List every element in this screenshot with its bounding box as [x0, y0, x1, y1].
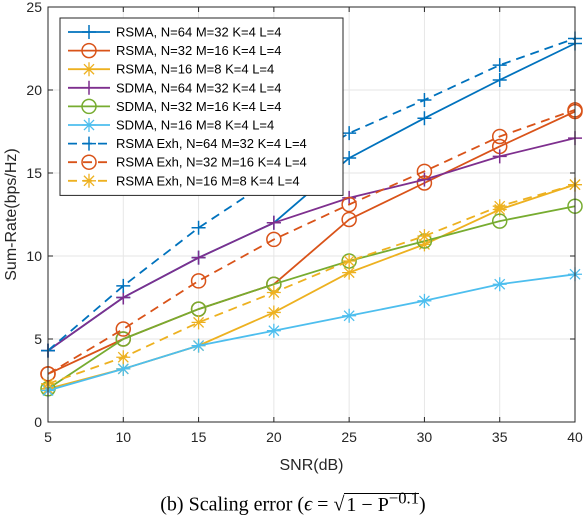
legend-label: RSMA Exh, N=32 M=16 K=4 L=4: [116, 155, 307, 170]
data-point-circle: [416, 163, 433, 180]
data-point-asterisk: [82, 173, 96, 188]
data-point-circle: [115, 331, 132, 347]
data-point-asterisk: [82, 118, 96, 132]
data-point-circle: [81, 42, 97, 59]
data-point-plus: [82, 136, 96, 151]
legend-entry: SDMA, N=64 M=32 K=4 L=4: [68, 80, 281, 95]
y-tick-label: 20: [26, 82, 42, 98]
caption-radicand-group: 1 − P−0.1: [344, 488, 420, 516]
legend-entry: RSMA Exh, N=64 M=32 K=4 L=4: [68, 136, 307, 151]
data-point-asterisk: [492, 277, 507, 292]
data-point-plus: [342, 126, 357, 141]
data-point-circle: [81, 98, 97, 115]
caption-radical: √: [333, 493, 345, 516]
x-tick-label: 25: [341, 429, 357, 445]
x-tick-label: 15: [191, 429, 207, 445]
x-tick-label: 20: [266, 429, 282, 445]
legend-label: RSMA, N=64 M=32 K=4 L=4: [116, 25, 281, 40]
data-point-plus: [342, 151, 357, 166]
data-point-asterisk: [266, 305, 281, 320]
legend: RSMA, N=64 M=32 K=4 L=4 RSMA, N=32 M=16 K…: [59, 17, 344, 196]
x-tick-label: 30: [417, 429, 433, 445]
data-point-circle: [341, 211, 357, 228]
series-line: [47, 205, 576, 390]
data-point-plus: [417, 92, 432, 107]
data-point-plus: [417, 172, 432, 187]
series-8: [40, 102, 583, 382]
legend-entry: RSMA Exh, N=32 M=16 K=4 L=4: [68, 154, 307, 170]
x-axis-label: SNR(dB): [279, 457, 343, 474]
legend-entry: SDMA, N=32 M=16 K=4 L=4: [68, 98, 281, 115]
y-tick-label: 10: [26, 248, 42, 264]
series-line: [47, 137, 576, 352]
x-tick-label: 10: [115, 429, 131, 445]
y-tick-label: 25: [26, 0, 42, 15]
data-point-plus: [82, 80, 96, 95]
x-tick-label: 35: [492, 429, 508, 445]
legend-entry: RSMA, N=32 M=16 K=4 L=4: [68, 42, 281, 59]
data-point-asterisk: [417, 229, 432, 244]
legend-label: SDMA, N=16 M=8 K=4 L=4: [116, 118, 274, 133]
legend-entry: RSMA, N=16 M=8 K=4 L=4: [68, 62, 274, 77]
data-point-circle: [491, 213, 508, 229]
data-point-plus: [266, 215, 281, 230]
data-point-asterisk: [266, 285, 281, 300]
x-tick-label: 40: [567, 429, 583, 445]
data-point-asterisk: [191, 338, 206, 353]
legend-entry: SDMA, N=16 M=8 K=4 L=4: [68, 118, 274, 133]
data-point-circle: [81, 154, 97, 170]
legend-label: SDMA, N=32 M=16 K=4 L=4: [116, 99, 281, 114]
series-line: [47, 109, 576, 375]
plot-frame: [47, 6, 576, 423]
data-point-plus: [191, 220, 206, 235]
legend-label: RSMA Exh, N=16 M=8 K=4 L=4: [116, 173, 300, 188]
data-point-plus: [492, 73, 507, 88]
data-point-circle: [491, 128, 508, 145]
figure-caption: (b) Scaling error (ϵ = √ 1 − P−0.1): [0, 488, 586, 517]
y-axis-label: Sum-Rate(bps/Hz): [3, 148, 20, 280]
data-point-asterisk: [266, 323, 281, 338]
series-line: [47, 273, 576, 392]
data-point-asterisk: [417, 293, 432, 308]
data-point-plus: [492, 58, 507, 73]
caption-radicand: 1 − P: [346, 493, 389, 516]
data-point-plus: [116, 278, 131, 293]
data-point-asterisk: [342, 308, 357, 323]
data-point-asterisk: [342, 265, 357, 280]
data-point-plus: [492, 149, 507, 164]
caption-prefix: (b) Scaling error (: [160, 493, 305, 516]
data-point-asterisk: [116, 350, 131, 365]
series-line: [47, 183, 576, 385]
data-point-asterisk: [492, 199, 507, 214]
data-point-plus: [191, 250, 206, 265]
data-point-circle: [190, 273, 207, 289]
data-point-asterisk: [417, 237, 432, 252]
legend-label: SDMA, N=64 M=32 K=4 L=4: [116, 80, 281, 95]
legend-label: RSMA, N=32 M=16 K=4 L=4: [116, 43, 281, 58]
legend-label: RSMA, N=16 M=8 K=4 L=4: [116, 62, 274, 77]
caption-epsilon: ϵ: [304, 493, 313, 516]
caption-exponent: −0.1: [388, 488, 420, 507]
x-tick-label: 5: [44, 429, 52, 445]
y-tick-label: 5: [34, 331, 42, 347]
caption-equals: =: [312, 493, 334, 516]
y-tick-label: 15: [26, 165, 42, 181]
data-point-plus: [417, 111, 432, 126]
legend-entry: RSMA, N=64 M=32 K=4 L=4: [68, 25, 281, 40]
data-point-circle: [341, 196, 357, 213]
data-point-circle: [266, 231, 282, 248]
data-point-circle: [115, 321, 132, 337]
data-point-asterisk: [342, 253, 357, 268]
y-tick-label: 0: [34, 414, 42, 430]
data-point-plus: [82, 25, 96, 39]
legend-entry: RSMA Exh, N=16 M=8 K=4 L=4: [68, 173, 300, 188]
data-point-asterisk: [82, 62, 96, 77]
data-point-asterisk: [191, 315, 206, 330]
legend-label: RSMA Exh, N=64 M=32 K=4 L=4: [116, 136, 307, 151]
caption-suffix: ): [419, 493, 426, 516]
data-point-asterisk: [116, 361, 131, 376]
